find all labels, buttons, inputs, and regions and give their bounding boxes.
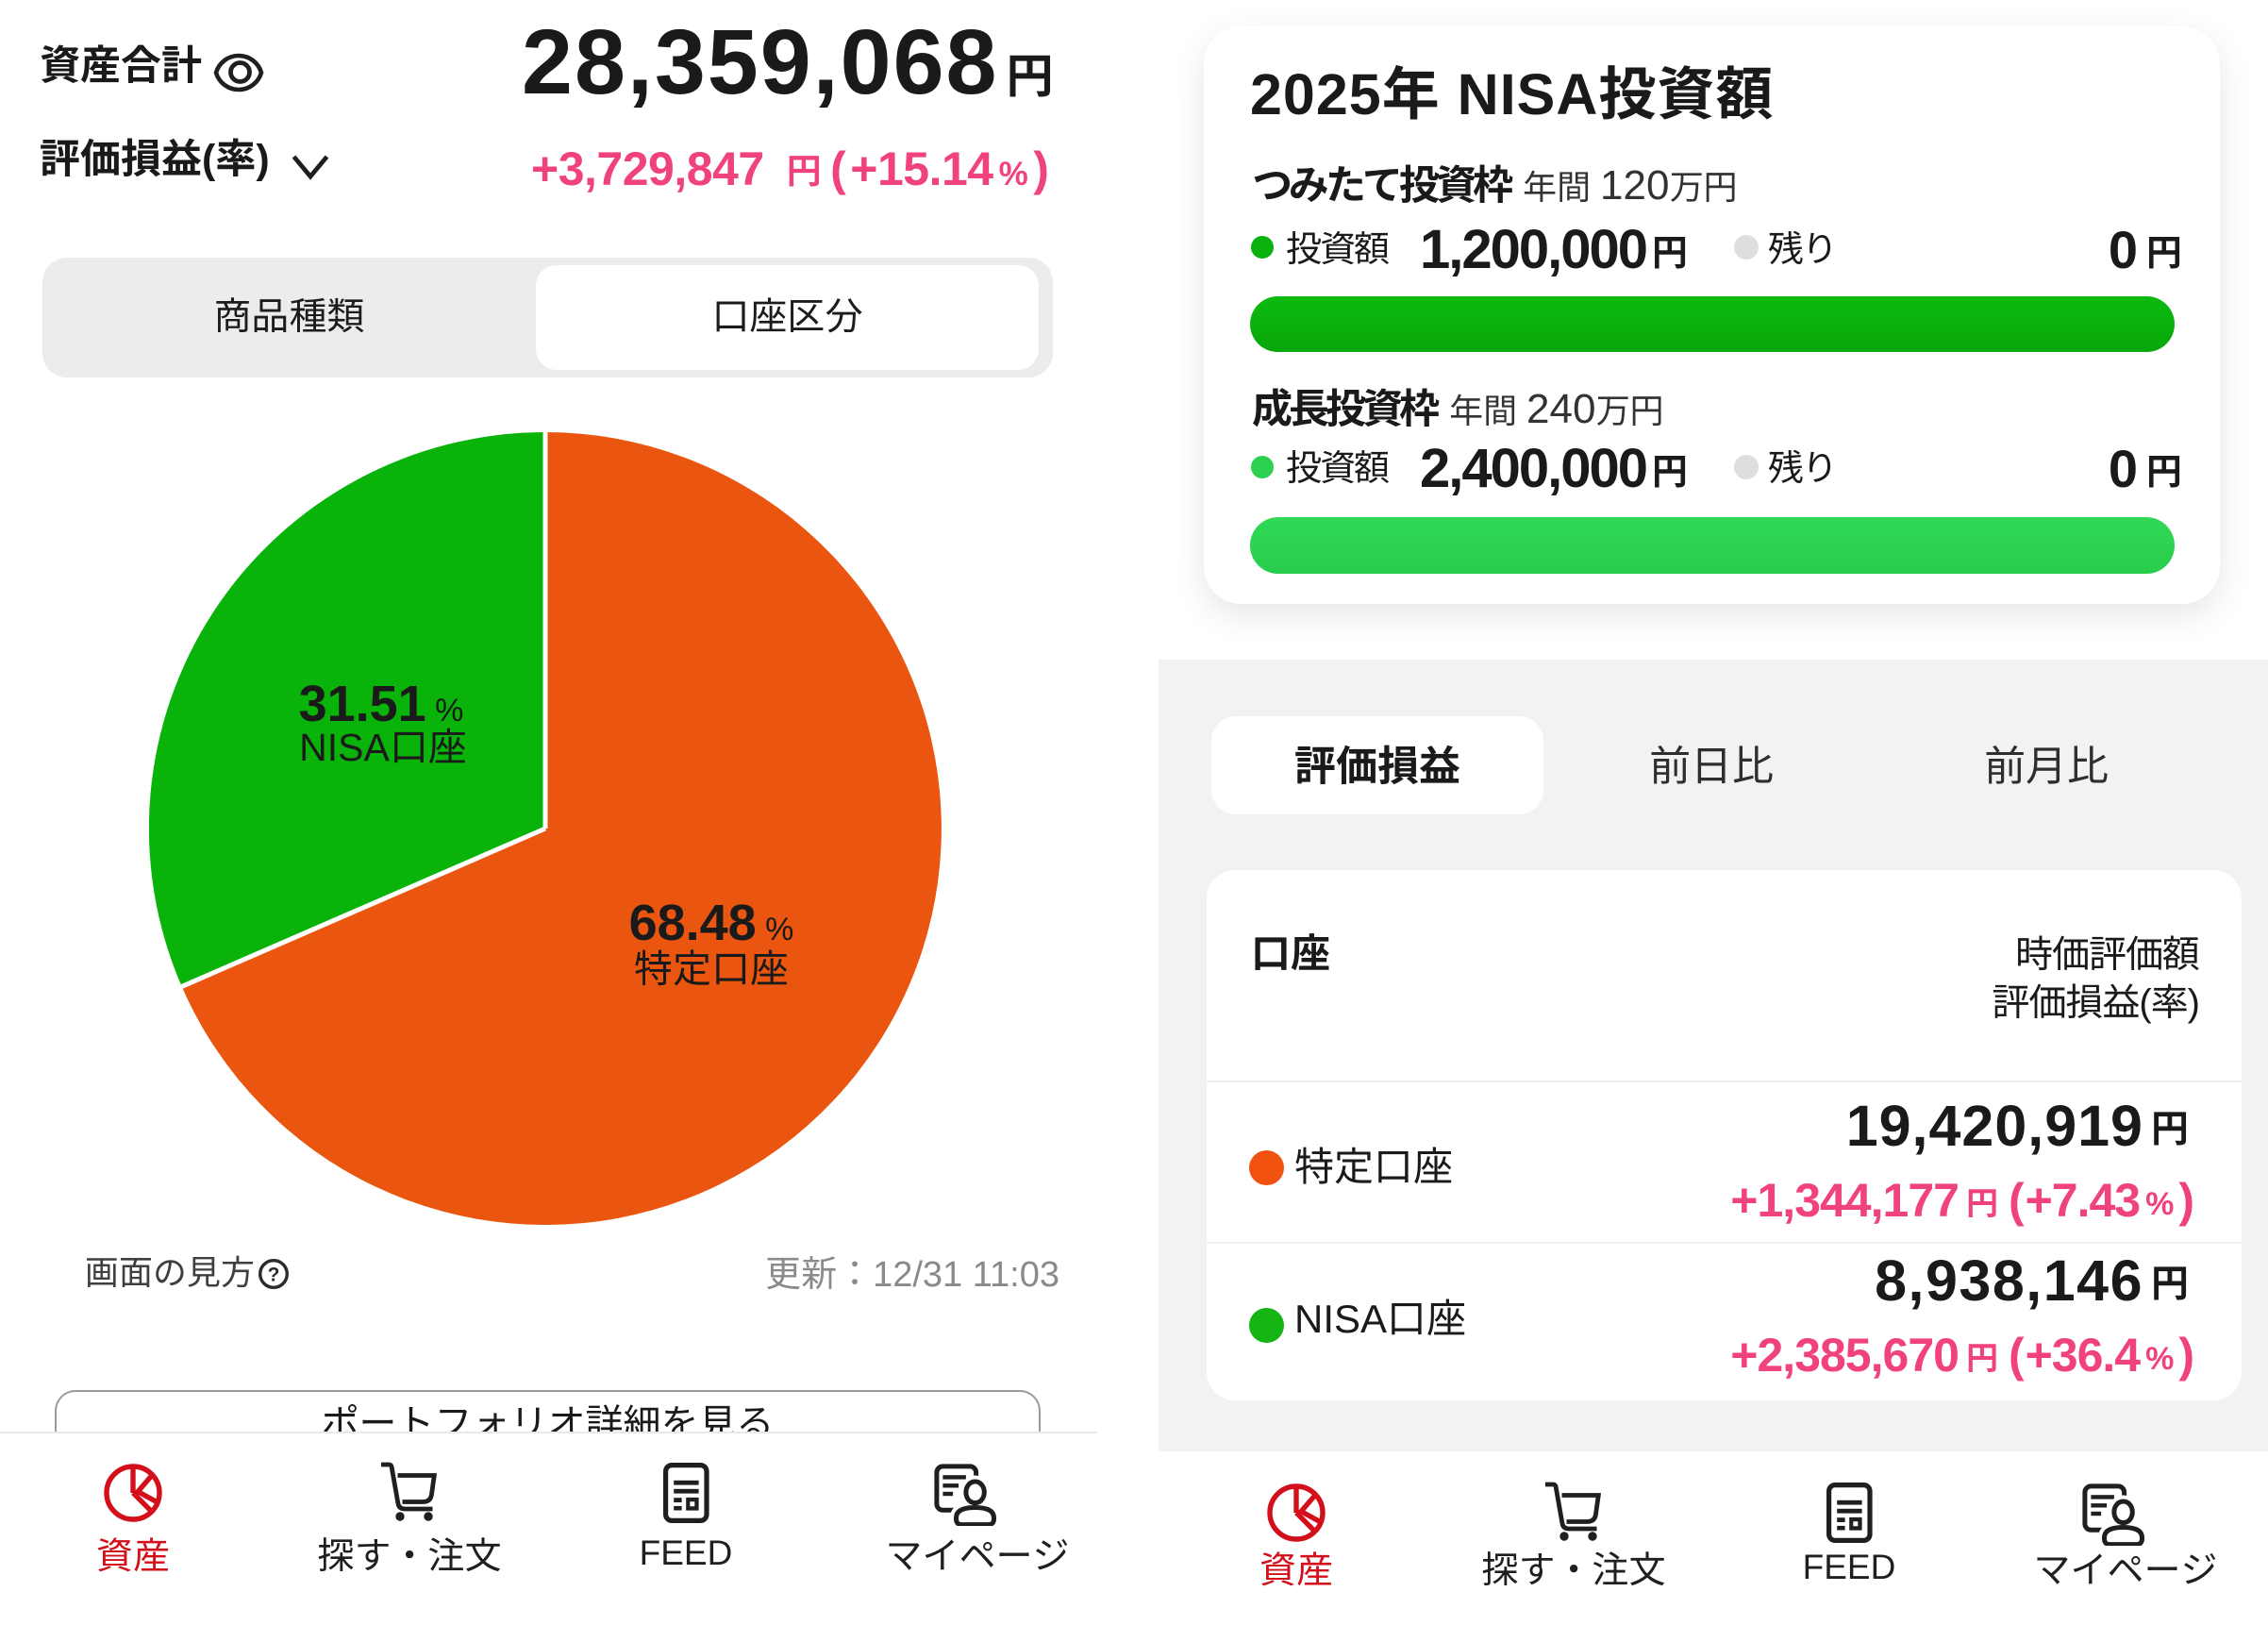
svg-text:?: ? xyxy=(268,1265,280,1286)
